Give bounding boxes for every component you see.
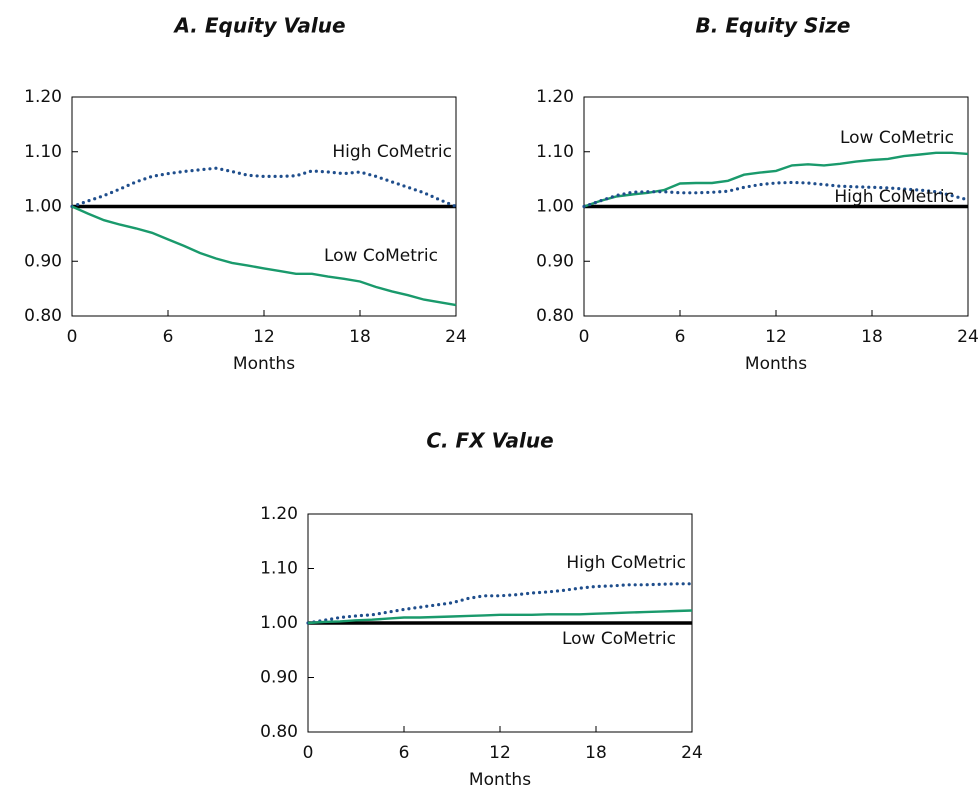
y-tick-label: 1.00 [24, 197, 62, 217]
x-axis-label: Months [233, 354, 295, 374]
y-tick-label: 1.20 [260, 504, 298, 524]
series-line [70, 166, 458, 209]
x-tick-label: 0 [579, 327, 590, 347]
x-tick-label: 12 [253, 327, 275, 347]
series-label: Low CoMetric [840, 128, 954, 148]
series-label: High CoMetric [566, 553, 686, 573]
y-tick-label: 0.80 [536, 306, 574, 326]
series-label: Low CoMetric [324, 246, 438, 266]
series-label: High CoMetric [834, 187, 954, 207]
y-tick-label: 0.80 [260, 722, 298, 742]
series-line [307, 609, 693, 625]
y-tick-label: 1.10 [24, 142, 62, 162]
x-tick-label: 12 [765, 327, 787, 347]
series-label: High CoMetric [332, 142, 452, 162]
x-tick-label: 18 [585, 743, 607, 763]
y-tick-label: 1.10 [536, 142, 574, 162]
y-tick-label: 1.00 [536, 197, 574, 217]
x-tick-label: 24 [681, 743, 703, 763]
x-tick-label: 24 [445, 327, 467, 347]
x-tick-label: 6 [675, 327, 686, 347]
chart-title: C. FX Value [426, 429, 553, 453]
x-tick-label: 0 [67, 327, 78, 347]
y-tick-label: 1.20 [24, 87, 62, 107]
y-tick-label: 1.10 [260, 559, 298, 579]
y-tick-label: 0.90 [24, 251, 62, 271]
x-tick-label: 6 [399, 743, 410, 763]
x-tick-label: 6 [163, 327, 174, 347]
y-tick-label: 0.90 [260, 668, 298, 688]
series-line [582, 180, 970, 209]
x-tick-label: 18 [861, 327, 883, 347]
y-tick-label: 0.90 [536, 251, 574, 271]
series-line [306, 582, 694, 625]
x-tick-label: 24 [957, 327, 978, 347]
y-tick-label: 1.00 [260, 613, 298, 633]
x-axis-label: Months [745, 354, 807, 374]
x-tick-label: 12 [489, 743, 511, 763]
series-label: Low CoMetric [562, 629, 676, 649]
chart-title: A. Equity Value [172, 14, 345, 38]
x-tick-label: 0 [303, 743, 314, 763]
x-axis-label: Months [469, 770, 531, 790]
chart-title: B. Equity Size [696, 14, 851, 38]
y-tick-label: 1.20 [536, 87, 574, 107]
series-line [71, 205, 457, 307]
y-tick-label: 0.80 [24, 306, 62, 326]
x-tick-label: 18 [349, 327, 371, 347]
